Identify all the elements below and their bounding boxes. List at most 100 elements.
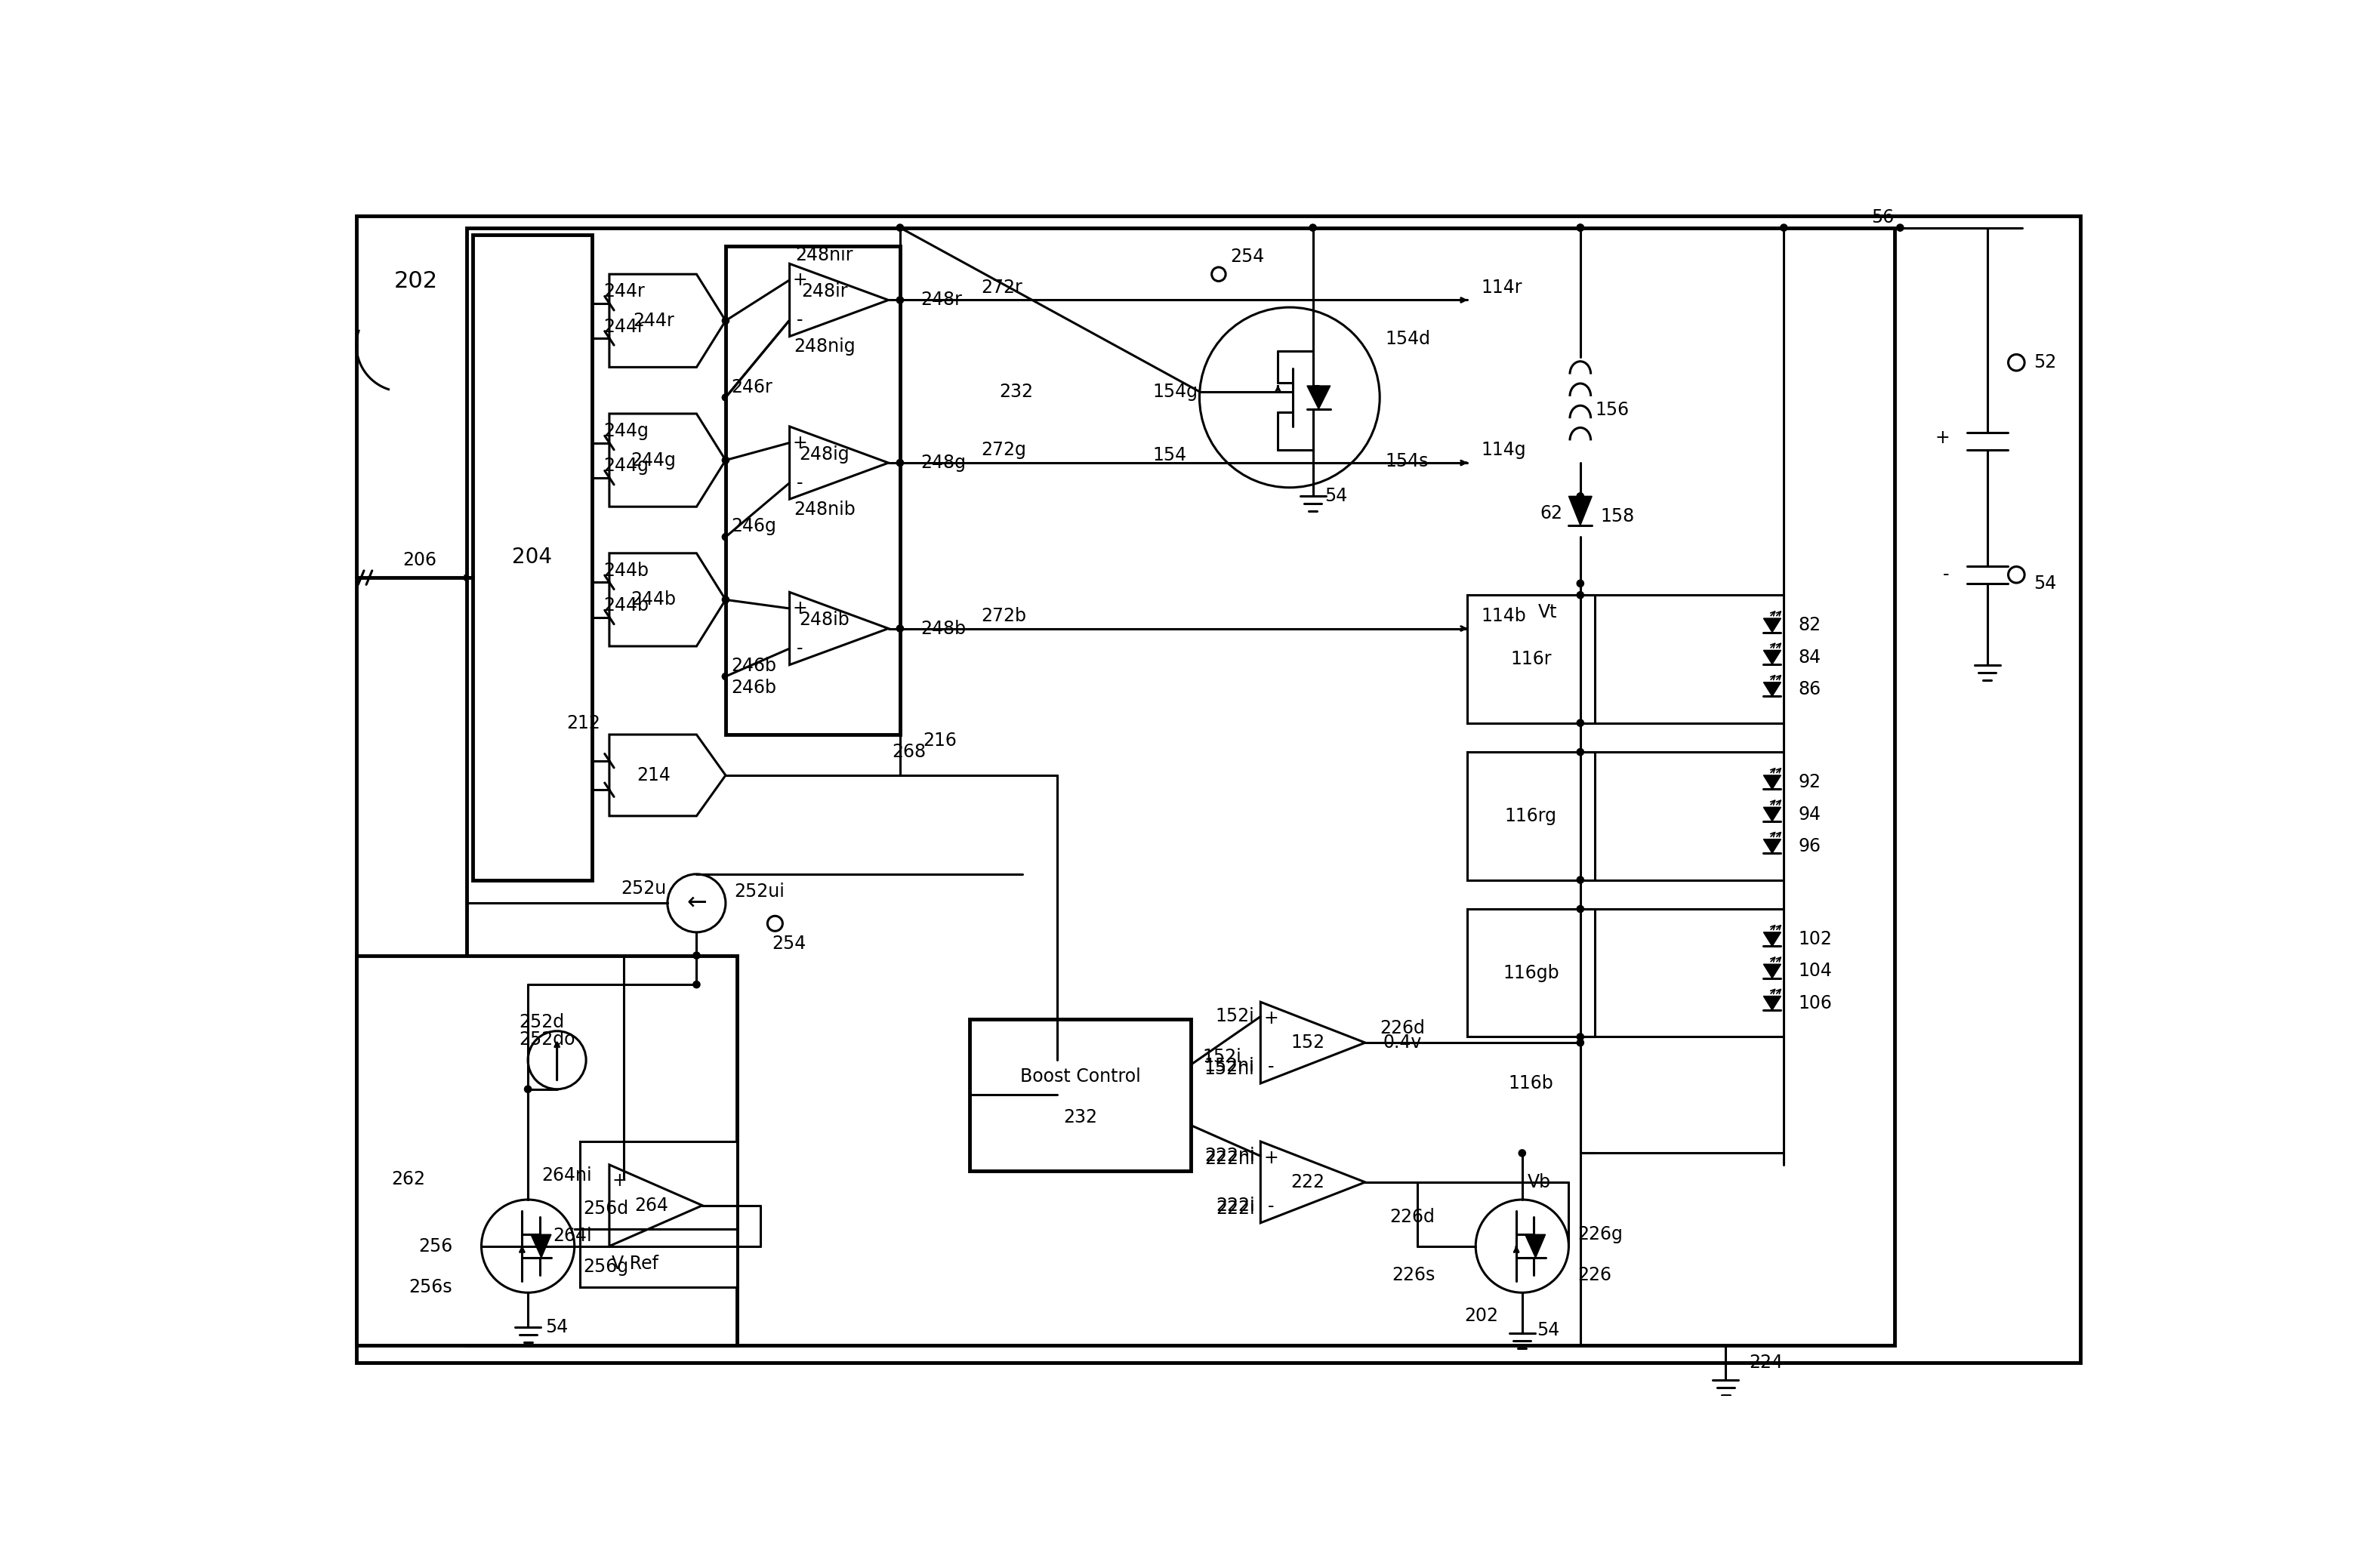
- Polygon shape: [1568, 495, 1592, 525]
- Text: 256s: 256s: [409, 1278, 454, 1295]
- Text: 252ui: 252ui: [735, 883, 784, 900]
- Text: 248ir: 248ir: [801, 282, 848, 301]
- Text: 272b: 272b: [983, 607, 1027, 624]
- Circle shape: [1897, 224, 1904, 230]
- Circle shape: [2008, 354, 2024, 370]
- Circle shape: [1578, 224, 1585, 230]
- Text: Vb: Vb: [1528, 1173, 1552, 1192]
- Circle shape: [723, 456, 730, 464]
- Circle shape: [898, 296, 905, 304]
- Text: 248nib: 248nib: [794, 500, 855, 519]
- Text: 232: 232: [999, 383, 1032, 401]
- Text: 264i: 264i: [553, 1226, 593, 1245]
- Circle shape: [1578, 591, 1585, 599]
- Circle shape: [529, 1032, 586, 1090]
- Circle shape: [524, 1085, 531, 1093]
- Text: 104: 104: [1797, 963, 1833, 980]
- Circle shape: [1781, 224, 1788, 230]
- Circle shape: [2008, 566, 2024, 583]
- Text: 84: 84: [1797, 648, 1821, 666]
- Text: 214: 214: [638, 767, 671, 784]
- Text: -: -: [616, 1221, 624, 1239]
- Bar: [971, 1019, 1190, 1171]
- Text: -: -: [796, 310, 803, 329]
- Text: 232: 232: [1063, 1109, 1098, 1127]
- Text: 244g: 244g: [605, 422, 650, 441]
- Text: 92: 92: [1797, 773, 1821, 792]
- Text: 152ni: 152ni: [1205, 1060, 1254, 1077]
- Bar: [1467, 909, 1594, 1036]
- Text: 152i: 152i: [1216, 1008, 1254, 1025]
- Circle shape: [1578, 580, 1585, 586]
- Circle shape: [1578, 748, 1585, 756]
- Text: 152i: 152i: [1202, 1047, 1242, 1066]
- Circle shape: [1578, 905, 1585, 913]
- Text: 248nir: 248nir: [796, 246, 853, 263]
- Text: +: +: [1264, 1010, 1278, 1027]
- Text: 116r: 116r: [1509, 651, 1552, 668]
- Text: 248ib: 248ib: [798, 610, 850, 629]
- Bar: [581, 1142, 737, 1287]
- Text: 54: 54: [2034, 574, 2057, 593]
- Text: +: +: [794, 434, 808, 452]
- Text: Vt: Vt: [1538, 604, 1557, 621]
- Text: +: +: [612, 1171, 628, 1190]
- Polygon shape: [1764, 964, 1781, 978]
- Circle shape: [898, 224, 905, 230]
- Text: 154g: 154g: [1153, 383, 1198, 401]
- Circle shape: [723, 673, 730, 681]
- Text: 56: 56: [1871, 209, 1894, 226]
- Circle shape: [1578, 1040, 1585, 1046]
- Circle shape: [723, 394, 730, 401]
- Circle shape: [668, 873, 725, 933]
- Text: 264ni: 264ni: [541, 1167, 593, 1184]
- Text: 152ni: 152ni: [1205, 1057, 1254, 1076]
- Polygon shape: [1306, 386, 1330, 409]
- Text: 114r: 114r: [1481, 278, 1523, 296]
- Text: 272r: 272r: [983, 278, 1023, 296]
- Polygon shape: [1764, 839, 1781, 853]
- Text: 272g: 272g: [983, 441, 1027, 459]
- Circle shape: [898, 459, 905, 466]
- Polygon shape: [1764, 682, 1781, 696]
- Text: 222i: 222i: [1216, 1200, 1254, 1217]
- Text: 204: 204: [513, 547, 553, 568]
- Text: 246b: 246b: [732, 657, 777, 676]
- Text: 216: 216: [924, 731, 957, 750]
- Text: 206: 206: [404, 550, 437, 569]
- Circle shape: [482, 1200, 574, 1292]
- Text: +: +: [794, 599, 808, 618]
- Text: 82: 82: [1797, 616, 1821, 635]
- Circle shape: [898, 626, 905, 632]
- Text: 252do: 252do: [520, 1030, 576, 1049]
- Text: 62: 62: [1540, 505, 1564, 522]
- Text: -: -: [796, 474, 803, 492]
- Text: 244g: 244g: [605, 456, 650, 475]
- Circle shape: [1578, 1033, 1585, 1040]
- Text: 154s: 154s: [1386, 452, 1429, 470]
- Text: 248r: 248r: [921, 292, 961, 309]
- Circle shape: [1578, 720, 1585, 726]
- Text: 248ig: 248ig: [798, 445, 850, 463]
- Text: 226: 226: [1578, 1265, 1611, 1284]
- Text: V Ref: V Ref: [612, 1254, 659, 1273]
- Text: 154: 154: [1153, 447, 1188, 464]
- Text: 96: 96: [1797, 837, 1821, 855]
- Polygon shape: [1764, 808, 1781, 822]
- Text: 262: 262: [392, 1170, 425, 1189]
- Text: -: -: [1268, 1058, 1273, 1076]
- Text: 226d: 226d: [1389, 1207, 1436, 1226]
- Text: 114b: 114b: [1481, 607, 1526, 624]
- Text: 268: 268: [893, 743, 926, 760]
- Polygon shape: [1526, 1234, 1545, 1258]
- Text: 244g: 244g: [631, 452, 676, 469]
- Polygon shape: [1764, 933, 1781, 946]
- Text: 212: 212: [567, 713, 600, 732]
- Text: 226g: 226g: [1578, 1226, 1623, 1243]
- Bar: [725, 246, 900, 734]
- Text: 156: 156: [1594, 400, 1630, 419]
- Circle shape: [1212, 267, 1226, 281]
- Text: 226d: 226d: [1379, 1019, 1424, 1036]
- Polygon shape: [531, 1234, 550, 1258]
- Text: 154d: 154d: [1386, 331, 1431, 348]
